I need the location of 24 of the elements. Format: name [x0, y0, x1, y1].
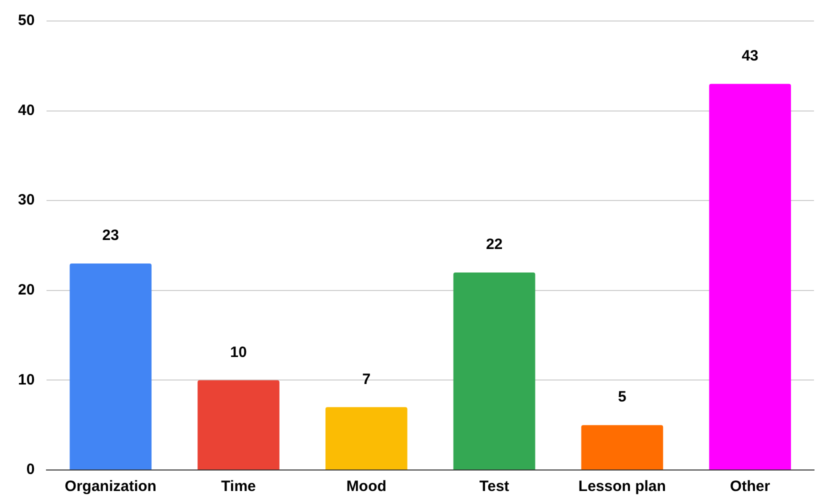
x-tick-label: Test	[479, 478, 510, 496]
bar	[453, 272, 536, 470]
data-label: 22	[486, 236, 503, 254]
y-tick-label: 40	[18, 102, 35, 119]
bar	[709, 84, 791, 470]
x-tick-label: Time	[221, 478, 256, 496]
y-tick-label: 20	[18, 282, 35, 299]
y-tick-label: 10	[18, 371, 35, 388]
y-tick-label: 50	[18, 12, 35, 30]
data-label: 23	[102, 227, 119, 244]
x-tick-label: Lesson plan	[578, 478, 666, 496]
data-label: 7	[362, 370, 371, 388]
x-tick-label: Other	[730, 478, 770, 496]
data-label: 5	[618, 388, 626, 406]
data-label: 43	[742, 48, 758, 64]
x-tick-label: Mood	[346, 478, 386, 496]
bar	[70, 263, 152, 470]
data-label: 10	[230, 344, 247, 361]
bar	[325, 407, 408, 470]
y-tick-label: 0	[26, 461, 35, 478]
x-tick-label: Organization	[64, 478, 156, 496]
bar	[198, 380, 280, 470]
bar	[581, 425, 664, 470]
y-tick-label: 30	[18, 192, 35, 209]
